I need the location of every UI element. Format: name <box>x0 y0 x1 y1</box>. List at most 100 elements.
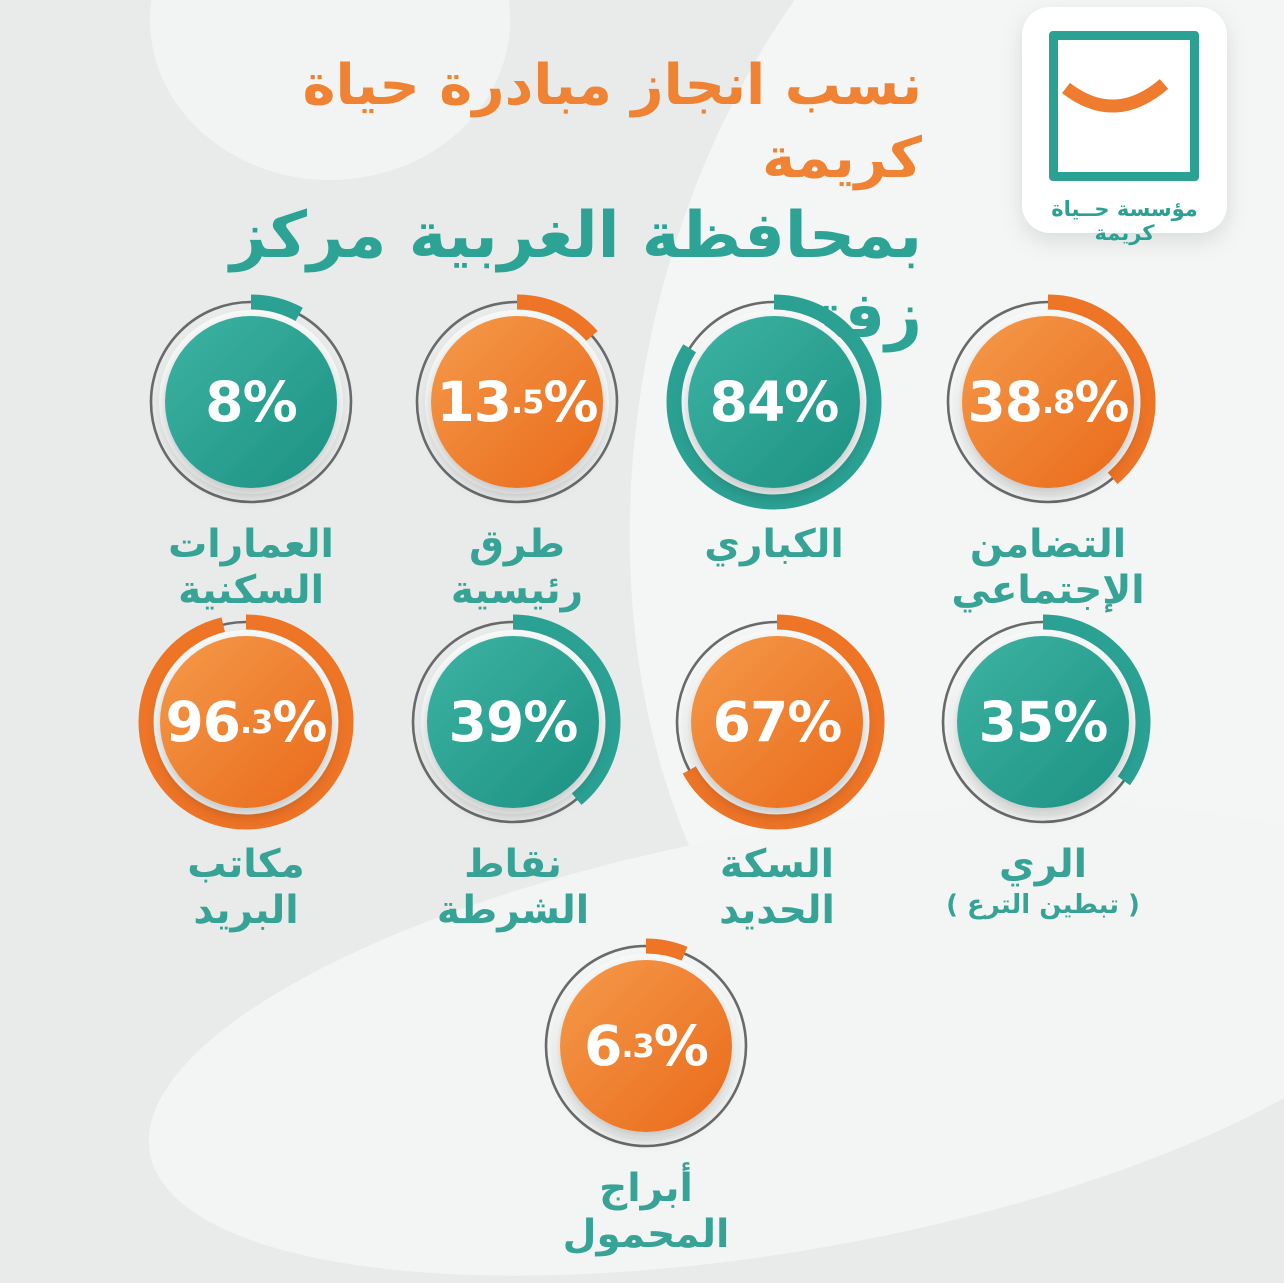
percent-sign: % <box>1053 690 1108 754</box>
value-int: 35 <box>978 690 1055 754</box>
stat-sublabel: ( تبطين الترع ) <box>946 890 1140 921</box>
stat-police-points: 39% نقاط الشرطة <box>378 610 648 934</box>
percent-sign: % <box>1074 370 1129 434</box>
stat-label: الري <box>908 842 1178 888</box>
stat-value: 39% <box>401 610 625 834</box>
value-int: 96 <box>165 690 241 754</box>
percent-sign: % <box>787 690 842 754</box>
stat-main-roads: 13.5% طرق رئيسية <box>382 290 652 614</box>
progress-ring-mobile-towers <box>538 938 754 1154</box>
percent-sign: % <box>272 690 327 754</box>
stat-label-line: الشرطة <box>436 888 590 934</box>
value-int: 8 <box>205 370 243 434</box>
progress-arc <box>143 294 359 510</box>
stat-label: نقاط الشرطة <box>378 842 648 934</box>
value-disc <box>431 316 603 488</box>
value-int: 84 <box>709 370 786 434</box>
value-int: 67 <box>712 690 789 754</box>
progress-arc <box>405 614 621 830</box>
value-decimal: .5 <box>511 383 544 421</box>
stat-label-line: الحديد <box>719 888 835 934</box>
progress-ring-irrigation <box>935 614 1151 830</box>
stat-value: 13.5% <box>405 290 629 514</box>
stat-label-line: المحمول <box>562 1212 730 1258</box>
stat-label: السكة الحديد <box>642 842 912 934</box>
value-disc <box>957 636 1129 808</box>
progress-arc <box>538 938 754 1154</box>
stat-mobile-towers: 6.3% أبراج المحمول <box>511 934 781 1258</box>
stat-label: مكاتب البريد <box>111 842 381 934</box>
progress-arc <box>409 294 625 510</box>
percent-sign: % <box>523 690 578 754</box>
stat-value: 6.3% <box>534 934 758 1158</box>
logo-smile-icon <box>1062 78 1169 113</box>
stat-label: طرق رئيسية <box>382 522 652 614</box>
progress-arc <box>935 614 1151 830</box>
stat-railway: 67% السكة الحديد <box>642 610 912 934</box>
progress-arc <box>669 614 885 830</box>
stat-value: 96.3% <box>134 610 358 834</box>
progress-arc <box>940 294 1156 510</box>
stat-label-line: التضامن <box>969 522 1127 567</box>
stat-residential-buildings: 8% العمارات السكنية <box>116 290 386 614</box>
value-decimal: .8 <box>1042 383 1075 421</box>
progress-ring-railway <box>669 614 885 830</box>
value-int: 38 <box>967 370 1043 434</box>
stat-bridges: 84% الكباري <box>639 290 909 568</box>
stat-label-line: مكاتب <box>187 842 305 887</box>
progress-ring-post-offices <box>138 614 354 830</box>
stat-label-line: أبراج <box>599 1166 693 1211</box>
stat-label-line: رئيسية <box>450 568 584 614</box>
percent-sign: % <box>543 370 598 434</box>
foundation-logo: مؤسسة حــياة كريمة <box>1022 7 1227 245</box>
percent-sign: % <box>653 1014 709 1078</box>
page-title-line1: نسب انجاز مبادرة حياة كريمة <box>302 53 922 191</box>
value-decimal: .3 <box>240 703 273 741</box>
value-int: 13 <box>436 370 512 434</box>
value-disc <box>688 316 860 488</box>
stat-label: الكباري <box>639 522 909 568</box>
progress-ring-social-solidarity <box>940 294 1156 510</box>
value-disc <box>160 636 332 808</box>
stat-label-line: السكنية <box>178 568 324 614</box>
progress-ring-bridges <box>666 294 882 510</box>
progress-arc <box>666 294 882 510</box>
stat-label: التضامن الإجتماعي <box>913 522 1183 614</box>
value-disc <box>560 960 732 1132</box>
stat-label-line: الإجتماعي <box>951 568 1145 614</box>
stat-label-line: البريد <box>193 888 299 934</box>
stat-label: أبراج المحمول <box>511 1166 781 1258</box>
stat-value: 38.8% <box>936 290 1160 514</box>
value-decimal: .3 <box>621 1027 654 1065</box>
stat-value: 35% <box>931 610 1155 834</box>
value-int: 6 <box>584 1014 622 1078</box>
stat-value: 67% <box>665 610 889 834</box>
percent-sign: % <box>784 370 839 434</box>
logo-square-frame <box>1049 31 1199 181</box>
logo-caption: مؤسسة حــياة كريمة <box>1051 197 1198 245</box>
stat-post-offices: 96.3% مكاتب البريد <box>111 610 381 934</box>
stat-social-solidarity: 38.8% التضامن الإجتماعي <box>913 290 1183 614</box>
value-disc <box>962 316 1134 488</box>
stat-label-line: الكباري <box>704 522 844 567</box>
percent-sign: % <box>242 370 298 434</box>
stat-label: العمارات السكنية <box>116 522 386 614</box>
progress-arc <box>138 614 354 830</box>
value-disc <box>691 636 863 808</box>
progress-ring-police-points <box>405 614 621 830</box>
stat-value: 8% <box>139 290 363 514</box>
stat-label-line: السكة <box>719 842 835 887</box>
value-int: 39 <box>448 690 525 754</box>
value-disc <box>427 636 599 808</box>
stat-label-line: طرق <box>469 522 565 567</box>
value-disc <box>165 316 337 488</box>
stat-label-line: العمارات <box>168 522 334 567</box>
stat-irrigation: 35% الري( تبطين الترع ) <box>908 610 1178 920</box>
stat-label-line: الري <box>998 842 1088 887</box>
progress-ring-main-roads <box>409 294 625 510</box>
stat-label-line: نقاط <box>464 842 562 887</box>
stat-value: 84% <box>662 290 886 514</box>
progress-ring-residential-buildings <box>143 294 359 510</box>
